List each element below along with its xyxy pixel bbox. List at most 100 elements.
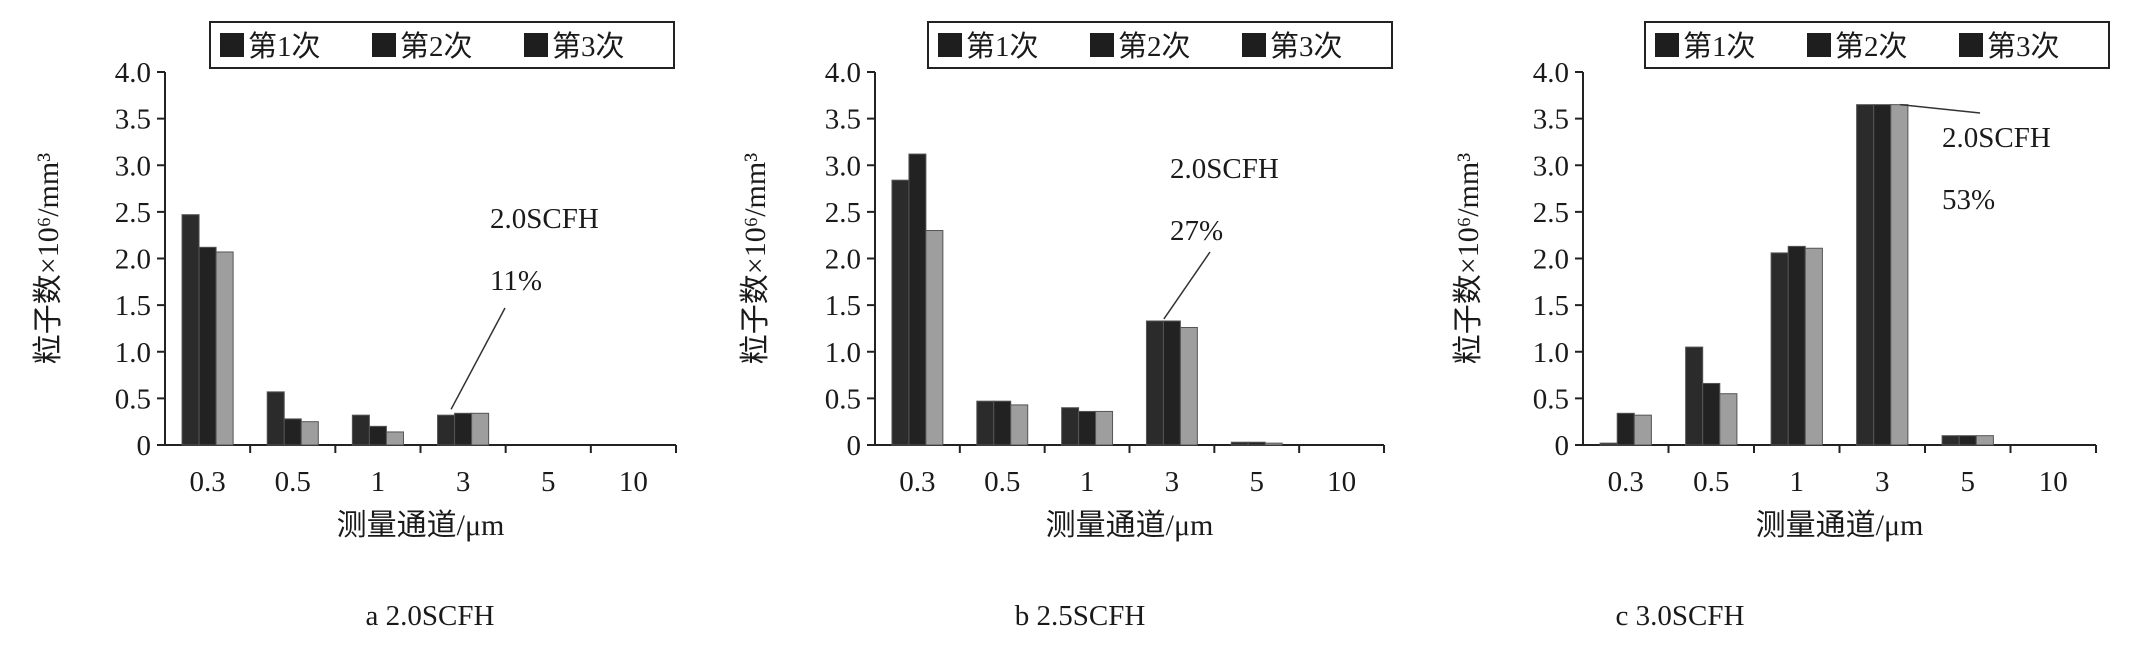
- bar: [993, 400, 1012, 446]
- x-tick-label: 1: [1080, 466, 1095, 498]
- y-tick-label: 2.0: [115, 244, 151, 276]
- bar: [1770, 252, 1789, 446]
- panel-caption: a 2.0SCFH: [366, 600, 495, 632]
- bar: [1061, 407, 1080, 446]
- legend-box: [927, 21, 1393, 69]
- bar: [908, 153, 927, 446]
- legend-box: [209, 21, 675, 69]
- x-tick-label: 5: [1250, 466, 1265, 498]
- bar: [1095, 410, 1114, 446]
- annotation-label: 2.0SCFH: [490, 203, 599, 235]
- annotation-leader-line: [1900, 103, 1981, 114]
- x-tick-label: 1: [371, 466, 386, 498]
- y-tick-label: 3.0: [1533, 150, 1569, 182]
- y-tick-label: 1.5: [115, 290, 151, 322]
- annotation-leader-line: [1163, 251, 1211, 320]
- legend-swatch: [220, 33, 244, 57]
- legend-label: 第1次: [966, 30, 1039, 63]
- x-axis-label: 测量通道/μm: [1046, 509, 1214, 542]
- bar: [215, 251, 234, 446]
- y-tick-label: 4.0: [115, 57, 151, 89]
- x-axis-label: 测量通道/μm: [337, 509, 505, 542]
- y-tick-label: 4.0: [825, 57, 861, 89]
- y-tick-label: 0: [847, 430, 862, 462]
- x-tick-label: 1: [1790, 466, 1805, 498]
- legend-box: [1644, 21, 2110, 69]
- bar: [1702, 382, 1721, 446]
- bar: [1856, 104, 1875, 446]
- legend-label: 第3次: [552, 30, 625, 63]
- chart-panel-1: 0 0.5 1.0 1.5 2.0 2.5 3.0 3.5 4.0 0.3 0.5 1 3 5 10 第1次 第…: [739, 21, 1393, 632]
- x-tick-label: 10: [619, 466, 648, 498]
- x-tick-label: 3: [456, 466, 471, 498]
- y-tick-label: 3.0: [825, 150, 861, 182]
- annotation-percent: 53%: [1942, 184, 1995, 216]
- chart-panel-2: 0 0.5 1.0 1.5 2.0 2.5 3.0 3.5 4.0 0.3 0.5 1 3 5 10 第1次 第…: [1452, 21, 2110, 632]
- y-tick-label: 1.0: [825, 337, 861, 369]
- bar: [266, 391, 285, 446]
- bar: [1633, 414, 1652, 446]
- panel-caption: c 3.0SCFH: [1616, 600, 1745, 632]
- legend-swatch: [1959, 33, 1983, 57]
- bar: [181, 214, 200, 446]
- y-tick-label: 3.5: [115, 104, 151, 136]
- x-tick-label: 5: [541, 466, 556, 498]
- bar: [437, 414, 456, 446]
- x-tick-label: 0.3: [1608, 466, 1644, 498]
- legend-swatch: [938, 33, 962, 57]
- legend-swatch: [372, 33, 396, 57]
- bar: [1616, 412, 1635, 446]
- bar: [1958, 435, 1977, 446]
- bar: [1685, 346, 1704, 446]
- bar: [1162, 320, 1181, 446]
- y-tick-label: 1.0: [1533, 337, 1569, 369]
- x-tick-label: 5: [1961, 466, 1976, 498]
- y-axis-label: 粒子数×10⁶/mm³: [739, 153, 772, 364]
- y-axis-label: 粒子数×10⁶/mm³: [1452, 153, 1485, 364]
- y-tick-label: 2.0: [1533, 244, 1569, 276]
- bar: [471, 412, 490, 446]
- x-tick-label: 0.5: [275, 466, 311, 498]
- bar: [891, 179, 910, 446]
- legend-swatch: [1090, 33, 1114, 57]
- bar: [351, 414, 370, 446]
- y-tick-label: 4.0: [1533, 57, 1569, 89]
- bar: [1264, 442, 1283, 446]
- legend-label: 第3次: [1270, 30, 1343, 63]
- bar: [1599, 442, 1618, 446]
- legend-label: 第1次: [248, 30, 321, 63]
- legend-swatch: [1242, 33, 1266, 57]
- bar: [1230, 441, 1249, 446]
- y-tick-label: 0.5: [1533, 383, 1569, 415]
- legend-label: 第2次: [400, 30, 473, 63]
- bar: [368, 425, 387, 446]
- bar: [1804, 247, 1823, 446]
- y-tick-label: 0.5: [825, 383, 861, 415]
- bar: [1873, 104, 1892, 446]
- x-tick-label: 0.5: [984, 466, 1020, 498]
- y-tick-label: 3.0: [115, 150, 151, 182]
- y-tick-label: 1.5: [825, 290, 861, 322]
- legend-label: 第1次: [1683, 30, 1756, 63]
- annotation-label: 2.0SCFH: [1942, 122, 2051, 154]
- bar: [1145, 320, 1164, 446]
- y-tick-label: 3.5: [825, 104, 861, 136]
- bar: [198, 246, 217, 446]
- bar: [1975, 435, 1994, 446]
- bar: [1078, 410, 1097, 446]
- y-tick-label: 3.5: [1533, 104, 1569, 136]
- x-tick-label: 10: [2039, 466, 2068, 498]
- legend-swatch: [1655, 33, 1679, 57]
- y-tick-label: 2.0: [825, 244, 861, 276]
- bar: [1890, 104, 1909, 446]
- y-tick-label: 1.5: [1533, 290, 1569, 322]
- x-tick-label: 10: [1327, 466, 1356, 498]
- bar: [1719, 393, 1738, 446]
- annotation-label: 2.0SCFH: [1170, 153, 1279, 185]
- y-tick-label: 1.0: [115, 337, 151, 369]
- panel-caption: b 2.5SCFH: [1015, 600, 1146, 632]
- x-axis-label: 测量通道/μm: [1756, 509, 1924, 542]
- legend-label: 第2次: [1118, 30, 1191, 63]
- x-tick-label: 3: [1165, 466, 1180, 498]
